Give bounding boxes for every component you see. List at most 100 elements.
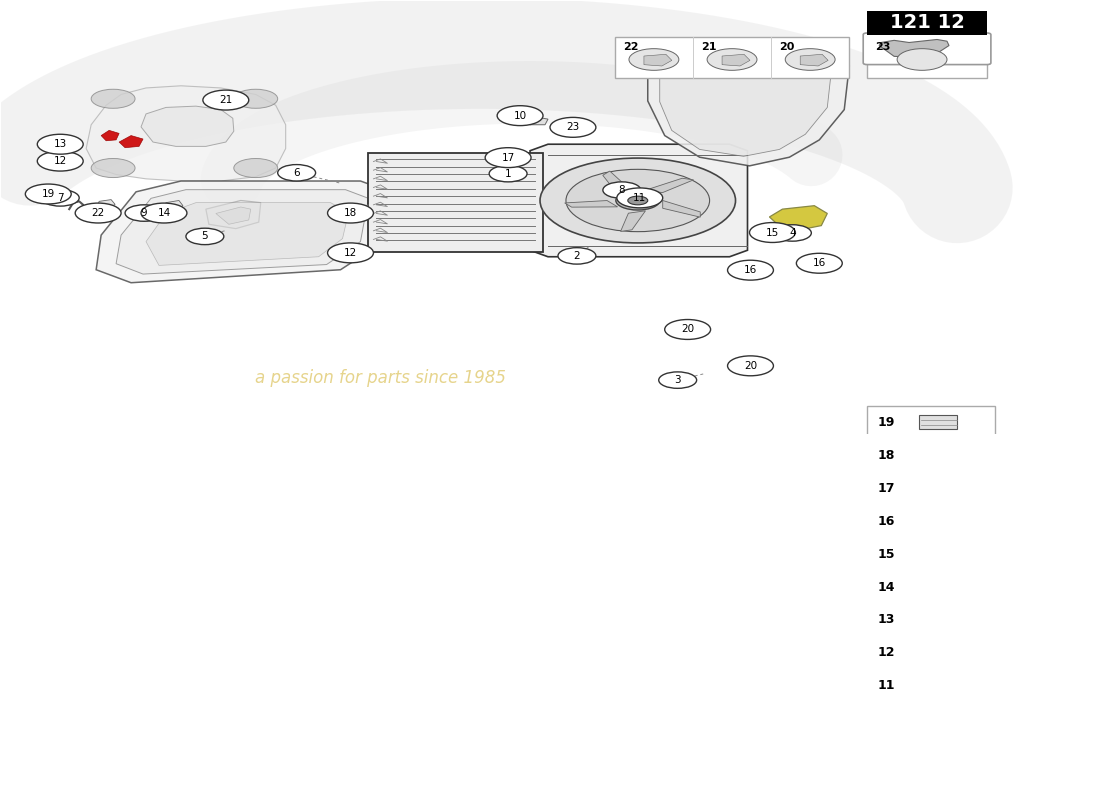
- Circle shape: [91, 158, 135, 178]
- Text: 19: 19: [42, 189, 55, 199]
- Text: 19: 19: [877, 416, 894, 429]
- Polygon shape: [722, 54, 750, 66]
- Text: 10: 10: [514, 110, 527, 121]
- Polygon shape: [618, 178, 672, 208]
- Polygon shape: [206, 201, 261, 229]
- Polygon shape: [163, 201, 183, 210]
- FancyBboxPatch shape: [864, 33, 991, 65]
- Polygon shape: [648, 45, 849, 166]
- Text: 6: 6: [294, 168, 300, 178]
- Polygon shape: [660, 54, 832, 156]
- Circle shape: [917, 512, 961, 530]
- Text: 14: 14: [877, 581, 894, 594]
- Circle shape: [490, 166, 527, 182]
- Polygon shape: [927, 614, 953, 626]
- Text: 12: 12: [877, 646, 894, 659]
- Text: 13: 13: [54, 139, 67, 150]
- Circle shape: [917, 578, 961, 597]
- Text: 9: 9: [141, 208, 147, 218]
- Text: 16: 16: [813, 258, 826, 268]
- Polygon shape: [216, 207, 251, 224]
- Text: 21: 21: [219, 95, 232, 105]
- Circle shape: [664, 319, 711, 339]
- Text: 22: 22: [91, 208, 104, 218]
- Text: 23: 23: [876, 42, 891, 52]
- Circle shape: [125, 205, 163, 222]
- Polygon shape: [141, 106, 234, 146]
- Polygon shape: [566, 126, 585, 134]
- Polygon shape: [769, 206, 827, 230]
- Polygon shape: [927, 647, 953, 659]
- Circle shape: [566, 170, 710, 232]
- Circle shape: [42, 190, 79, 206]
- Text: 3: 3: [674, 375, 681, 385]
- Text: 5: 5: [201, 231, 208, 242]
- Circle shape: [91, 90, 135, 108]
- Polygon shape: [635, 186, 660, 201]
- Polygon shape: [530, 144, 748, 257]
- Circle shape: [796, 254, 843, 274]
- Text: 121 12: 121 12: [890, 14, 965, 32]
- Polygon shape: [927, 582, 953, 593]
- Text: 20: 20: [779, 42, 794, 52]
- Circle shape: [25, 184, 72, 204]
- Text: 11: 11: [634, 193, 647, 203]
- Circle shape: [75, 203, 121, 223]
- Circle shape: [277, 165, 316, 181]
- Circle shape: [328, 243, 373, 263]
- Polygon shape: [101, 130, 119, 141]
- Text: 12: 12: [344, 248, 358, 258]
- Circle shape: [37, 151, 84, 171]
- FancyBboxPatch shape: [867, 37, 987, 78]
- Polygon shape: [97, 200, 116, 208]
- Text: 12: 12: [54, 156, 67, 166]
- Text: 1: 1: [505, 169, 512, 178]
- Text: 18: 18: [877, 449, 894, 462]
- Polygon shape: [603, 171, 628, 194]
- Circle shape: [558, 248, 596, 264]
- Polygon shape: [800, 54, 828, 66]
- Polygon shape: [119, 135, 143, 148]
- Circle shape: [749, 222, 795, 242]
- Circle shape: [616, 191, 660, 210]
- FancyBboxPatch shape: [867, 406, 994, 702]
- Circle shape: [37, 134, 84, 154]
- Text: 4: 4: [789, 228, 795, 238]
- Polygon shape: [620, 210, 646, 231]
- Text: 8: 8: [618, 185, 625, 195]
- Circle shape: [202, 90, 249, 110]
- Text: 15: 15: [766, 227, 779, 238]
- Text: 17: 17: [877, 482, 894, 495]
- Text: 23: 23: [566, 122, 580, 132]
- Polygon shape: [564, 201, 617, 207]
- Circle shape: [917, 545, 961, 564]
- Circle shape: [497, 106, 543, 126]
- Polygon shape: [528, 118, 548, 125]
- FancyBboxPatch shape: [920, 414, 957, 430]
- Text: 13: 13: [877, 614, 894, 626]
- Polygon shape: [96, 181, 390, 282]
- Polygon shape: [662, 201, 701, 217]
- Polygon shape: [644, 54, 672, 66]
- Circle shape: [927, 450, 950, 460]
- Circle shape: [485, 148, 531, 167]
- Circle shape: [617, 188, 662, 208]
- Polygon shape: [146, 202, 349, 266]
- Text: 2: 2: [573, 251, 580, 261]
- Circle shape: [917, 610, 961, 630]
- Circle shape: [917, 446, 961, 465]
- Circle shape: [234, 158, 277, 178]
- Circle shape: [603, 182, 641, 198]
- Text: 16: 16: [877, 514, 894, 528]
- Circle shape: [234, 90, 277, 108]
- Text: 14: 14: [157, 208, 170, 218]
- Text: 20: 20: [681, 325, 694, 334]
- FancyBboxPatch shape: [867, 11, 987, 34]
- Polygon shape: [368, 153, 543, 253]
- Text: 21: 21: [701, 42, 716, 52]
- Circle shape: [917, 676, 961, 695]
- Text: 18: 18: [344, 208, 358, 218]
- Circle shape: [186, 228, 223, 245]
- Text: 16: 16: [744, 265, 757, 275]
- Text: 20: 20: [744, 361, 757, 371]
